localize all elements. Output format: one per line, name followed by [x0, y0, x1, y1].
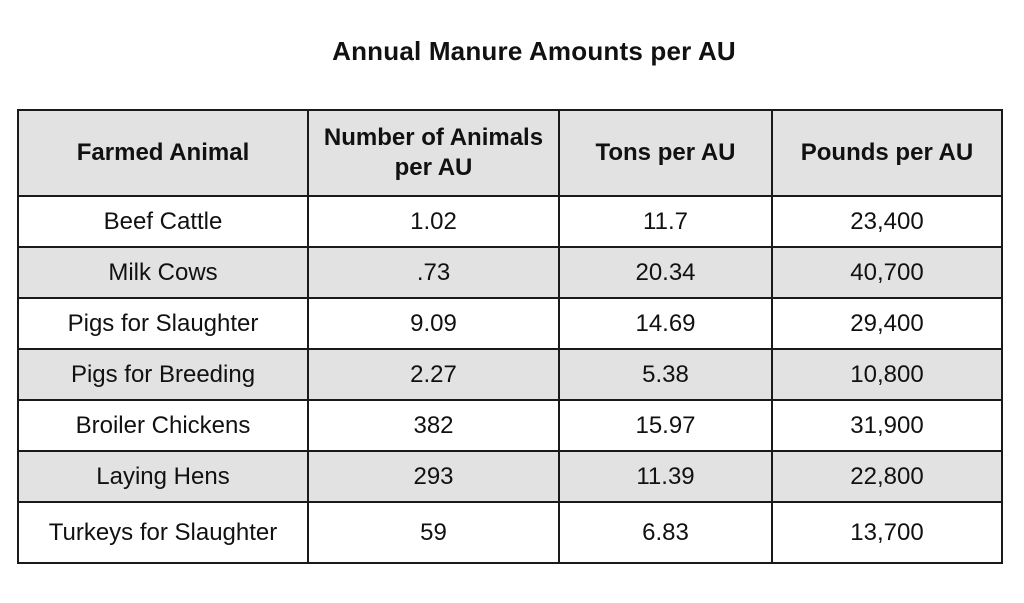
cell-number: .73	[307, 246, 560, 299]
cell-tons: 11.39	[558, 450, 773, 503]
table-row: Turkeys for Slaughter 59 6.83 13,700	[17, 501, 1003, 564]
header-tons-per-au: Tons per AU	[558, 109, 773, 197]
header-farmed-animal: Farmed Animal	[17, 109, 309, 197]
cell-animal: Pigs for Slaughter	[17, 297, 309, 350]
cell-animal: Milk Cows	[17, 246, 309, 299]
table-row: Laying Hens 293 11.39 22,800	[17, 450, 1003, 503]
manure-table: Farmed Animal Number of Animals per AU T…	[17, 109, 1003, 564]
page-title: Annual Manure Amounts per AU	[332, 36, 736, 66]
cell-pounds: 10,800	[771, 348, 1003, 401]
cell-pounds: 31,900	[771, 399, 1003, 452]
cell-pounds: 40,700	[771, 246, 1003, 299]
cell-number: 59	[307, 501, 560, 564]
table-row: Broiler Chickens 382 15.97 31,900	[17, 399, 1003, 452]
cell-animal: Broiler Chickens	[17, 399, 309, 452]
table-row: Beef Cattle 1.02 11.7 23,400	[17, 195, 1003, 248]
cell-animal: Laying Hens	[17, 450, 309, 503]
cell-tons: 15.97	[558, 399, 773, 452]
cell-number: 2.27	[307, 348, 560, 401]
cell-number: 9.09	[307, 297, 560, 350]
cell-animal: Turkeys for Slaughter	[17, 501, 309, 564]
table-header-row: Farmed Animal Number of Animals per AU T…	[17, 109, 1003, 197]
cell-pounds: 13,700	[771, 501, 1003, 564]
table-row: Milk Cows .73 20.34 40,700	[17, 246, 1003, 299]
cell-tons: 5.38	[558, 348, 773, 401]
cell-tons: 11.7	[558, 195, 773, 248]
cell-tons: 14.69	[558, 297, 773, 350]
cell-number: 1.02	[307, 195, 560, 248]
header-number-of-animals: Number of Animals per AU	[307, 109, 560, 197]
cell-pounds: 29,400	[771, 297, 1003, 350]
cell-tons: 6.83	[558, 501, 773, 564]
cell-number: 293	[307, 450, 560, 503]
cell-number: 382	[307, 399, 560, 452]
cell-pounds: 23,400	[771, 195, 1003, 248]
table-row: Pigs for Breeding 2.27 5.38 10,800	[17, 348, 1003, 401]
table-row: Pigs for Slaughter 9.09 14.69 29,400	[17, 297, 1003, 350]
header-pounds-per-au: Pounds per AU	[771, 109, 1003, 197]
cell-animal: Beef Cattle	[17, 195, 309, 248]
cell-pounds: 22,800	[771, 450, 1003, 503]
cell-tons: 20.34	[558, 246, 773, 299]
cell-animal: Pigs for Breeding	[17, 348, 309, 401]
